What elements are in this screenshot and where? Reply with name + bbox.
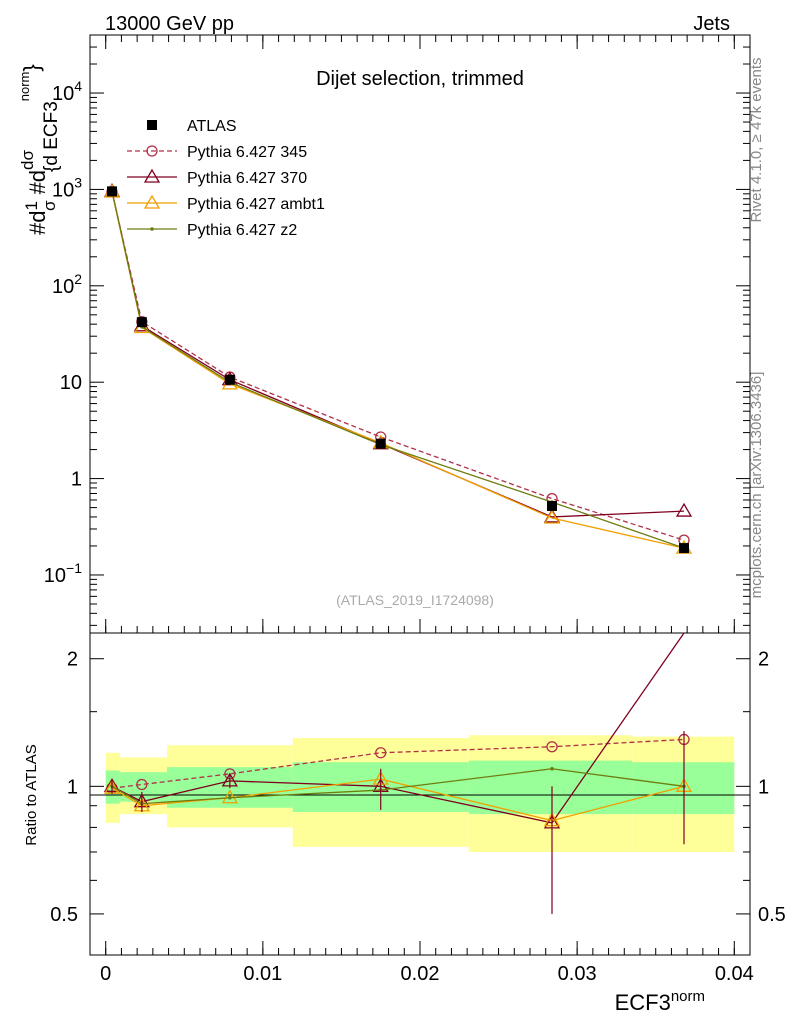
axis-ticks: 0 0.01 0.02 0.03 0.04 10−1 1 10 102 103 104 0.5 0.5 1… bbox=[44, 34, 786, 985]
data-point bbox=[136, 317, 147, 328]
energy-label: 13000 GeV pp bbox=[105, 13, 234, 35]
data-point bbox=[107, 186, 117, 197]
ratio-tick-label-right: 0.5 bbox=[758, 904, 786, 926]
ratio-y-axis-label: Ratio to ATLAS bbox=[23, 744, 40, 845]
legend-marker bbox=[150, 227, 154, 231]
y-tick-label: 103 bbox=[52, 174, 82, 201]
series-line bbox=[111, 191, 685, 549]
legend-label: Pythia 6.427 370 bbox=[187, 170, 307, 187]
legend-marker bbox=[143, 168, 161, 183]
ratio-line bbox=[111, 768, 685, 805]
data-point bbox=[543, 509, 561, 524]
y-tick-label: 102 bbox=[52, 271, 82, 298]
y-tick-label: 1 bbox=[71, 469, 82, 491]
ratio-series bbox=[103, 632, 693, 914]
x-tick-label: 0.01 bbox=[243, 963, 282, 985]
legend-label: Pythia 6.427 345 bbox=[187, 144, 307, 161]
series-line bbox=[111, 191, 685, 541]
x-tick-label: 0.02 bbox=[401, 963, 440, 985]
ratio-line bbox=[111, 632, 685, 824]
mcplots-label: mcplots.cern.ch [arXiv:1306.3436] bbox=[748, 372, 765, 599]
series-line bbox=[111, 191, 685, 518]
data-point bbox=[547, 500, 557, 511]
ratio-point bbox=[221, 789, 238, 804]
data-point bbox=[375, 438, 386, 449]
x-tick-label: 0 bbox=[100, 963, 111, 985]
data-point bbox=[679, 543, 689, 554]
legend-label: Pythia 6.427 z2 bbox=[187, 222, 297, 239]
data-point bbox=[224, 374, 235, 385]
category-label: Jets bbox=[693, 13, 730, 35]
ratio-tick-label-right: 2 bbox=[758, 649, 769, 671]
legend-marker bbox=[143, 194, 161, 209]
series-line bbox=[111, 190, 685, 549]
main-series bbox=[103, 183, 693, 554]
y-tick-label: 104 bbox=[52, 78, 82, 105]
rivet-label: Rivet 4.1.0, ≥ 47k events bbox=[748, 58, 765, 223]
ratio-point bbox=[228, 795, 232, 800]
ratio-point bbox=[550, 766, 554, 771]
ratio-band-green bbox=[632, 762, 735, 815]
ratio-point bbox=[375, 747, 387, 759]
legend: ATLAS Pythia 6.427 345 Pythia 6.427 370 Pyt… bbox=[127, 118, 325, 239]
legend-marker bbox=[146, 145, 158, 157]
x-axis-label-sup: norm bbox=[671, 988, 705, 1005]
data-point bbox=[675, 502, 693, 517]
chart-title: Dijet selection, trimmed bbox=[316, 68, 524, 90]
x-axis-label-main: ECF3 bbox=[615, 990, 671, 1015]
analysis-id: (ATLAS_2019_I1724098) bbox=[336, 592, 494, 608]
ratio-point bbox=[546, 741, 558, 753]
legend-marker bbox=[147, 120, 157, 130]
x-tick-label: 0.04 bbox=[715, 963, 754, 985]
ratio-point bbox=[136, 778, 148, 791]
ratio-tick-label: 1 bbox=[67, 776, 78, 798]
ratio-tick-label-right: 1 bbox=[758, 776, 769, 798]
y-tick-label: 10 bbox=[60, 372, 82, 394]
x-tick-label: 0.03 bbox=[558, 963, 597, 985]
x-axis-label: ECF3norm bbox=[615, 988, 705, 1015]
ratio-bands bbox=[105, 735, 735, 852]
ratio-tick-label: 2 bbox=[67, 649, 78, 671]
ratio-line bbox=[111, 778, 685, 822]
legend-label: Pythia 6.427 ambt1 bbox=[187, 196, 325, 213]
legend-label: ATLAS bbox=[187, 118, 237, 135]
y-tick-label: 10−1 bbox=[44, 560, 82, 587]
ratio-tick-label: 0.5 bbox=[50, 904, 78, 926]
